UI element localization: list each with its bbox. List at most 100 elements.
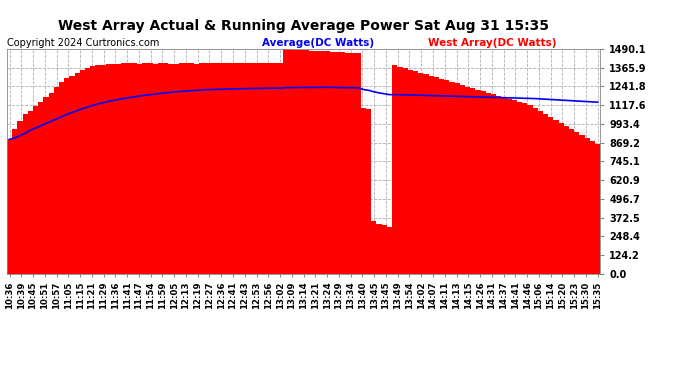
Bar [418,73,424,274]
Bar [152,64,158,274]
Bar [428,76,434,274]
Bar [298,50,304,274]
Bar [241,63,246,274]
Bar [205,63,210,274]
Text: Average(DC Watts): Average(DC Watts) [262,38,374,48]
Bar [163,63,168,274]
Bar [101,64,106,274]
Text: West Array(DC Watts): West Array(DC Watts) [428,38,556,48]
Bar [371,221,377,274]
Bar [179,63,184,274]
Bar [267,63,273,274]
Bar [195,64,199,274]
Bar [293,50,298,274]
Bar [246,63,252,274]
Bar [460,85,465,274]
Bar [85,68,90,274]
Bar [90,66,95,274]
Bar [569,129,574,274]
Bar [434,78,439,274]
Text: Copyright 2024 Curtronics.com: Copyright 2024 Curtronics.com [7,38,159,48]
Bar [580,135,584,274]
Bar [168,64,173,274]
Bar [252,63,257,274]
Bar [496,96,502,274]
Bar [345,53,351,274]
Bar [590,141,595,274]
Bar [7,140,12,274]
Bar [309,51,314,274]
Bar [413,71,418,274]
Bar [277,63,283,274]
Bar [559,123,564,274]
Bar [377,224,382,274]
Bar [455,84,460,274]
Bar [236,63,241,274]
Bar [512,100,517,274]
Bar [361,108,366,274]
Bar [506,99,512,274]
Bar [127,63,132,274]
Bar [527,105,533,274]
Bar [330,52,335,274]
Bar [533,108,538,274]
Bar [43,97,48,274]
Bar [584,138,590,274]
Bar [142,63,148,274]
Bar [184,63,189,274]
Bar [137,64,142,274]
Bar [424,74,428,274]
Bar [480,91,486,274]
Bar [28,111,33,274]
Bar [553,120,559,274]
Bar [538,111,543,274]
Bar [366,109,371,274]
Bar [257,63,262,274]
Bar [262,63,267,274]
Bar [210,63,215,274]
Bar [173,64,179,274]
Bar [324,51,330,274]
Bar [397,67,402,274]
Bar [439,79,444,274]
Bar [17,121,23,274]
Bar [273,63,277,274]
Bar [189,63,195,274]
Bar [199,63,205,274]
Bar [314,51,319,274]
Bar [574,132,580,274]
Bar [408,70,413,274]
Bar [75,73,80,274]
Bar [64,78,70,274]
Bar [54,87,59,274]
Bar [595,144,600,274]
Bar [148,63,152,274]
Bar [95,65,101,274]
Bar [335,52,340,274]
Bar [319,51,324,274]
Bar [355,53,361,274]
Bar [340,53,345,274]
Bar [517,102,522,274]
Bar [12,129,17,274]
Bar [288,49,293,274]
Bar [132,63,137,274]
Bar [283,49,288,274]
Bar [121,63,127,274]
Bar [80,70,85,274]
Bar [59,82,64,274]
Bar [465,87,470,274]
Bar [549,117,553,274]
Bar [502,97,506,274]
Bar [230,63,236,274]
Bar [486,93,491,274]
Bar [444,81,449,274]
Bar [23,114,28,274]
Bar [402,68,408,274]
Bar [111,64,116,274]
Bar [116,64,121,274]
Bar [48,93,54,274]
Bar [226,63,230,274]
Bar [392,65,397,274]
Bar [543,114,549,274]
